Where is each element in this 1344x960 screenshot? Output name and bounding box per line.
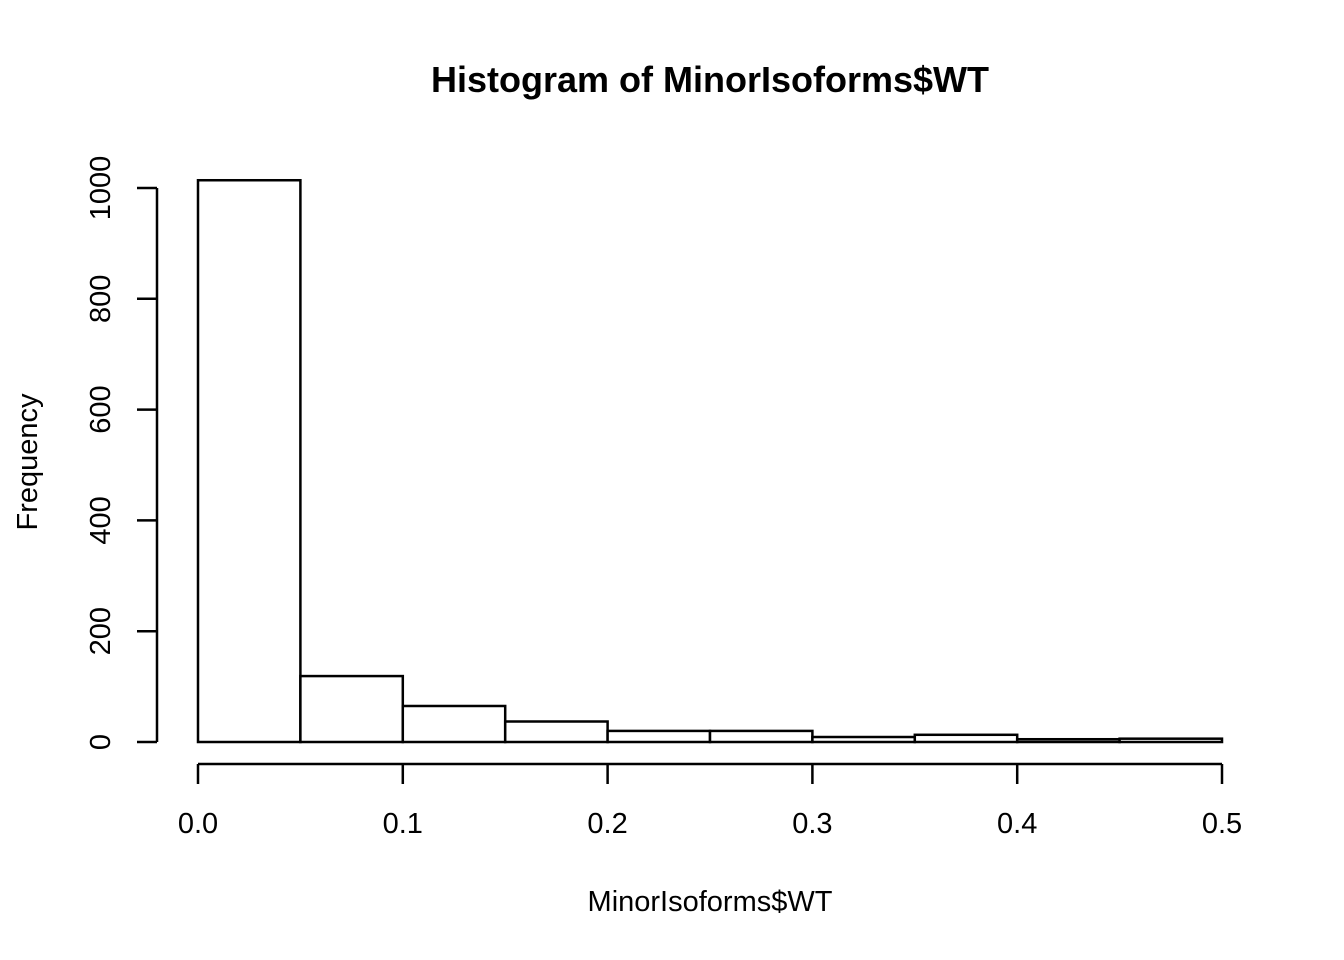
histogram-bar <box>811 735 917 744</box>
y-tick-label: 0 <box>85 734 117 750</box>
x-tick-label: 0.3 <box>792 808 832 840</box>
x-axis-label: MinorIsoforms$WT <box>588 886 833 918</box>
x-tick-label: 0.0 <box>178 808 218 840</box>
y-axis-label: Frequency <box>12 393 44 531</box>
y-tick-label: 200 <box>85 607 117 655</box>
y-tick-label: 400 <box>85 496 117 544</box>
x-tick-label: 0.4 <box>997 808 1037 840</box>
histogram-bar <box>299 674 405 744</box>
y-axis: 0 200 400 600 800 1000 <box>85 156 159 750</box>
x-tick-label: 0.1 <box>383 808 423 840</box>
histogram-bar <box>708 729 814 744</box>
histogram-bars <box>196 178 1224 744</box>
histogram-bar <box>503 720 609 744</box>
histogram-bar <box>606 729 712 744</box>
histogram-bar <box>196 178 302 744</box>
x-tick-label: 0.5 <box>1202 808 1242 840</box>
y-tick-label: 600 <box>85 385 117 433</box>
histogram-bar <box>1015 737 1121 744</box>
y-tick-label: 800 <box>85 275 117 323</box>
histogram-bar <box>913 733 1019 744</box>
chart-title: Histogram of MinorIsoforms$WT <box>431 59 989 100</box>
histogram-bar <box>1118 737 1224 744</box>
x-tick-label: 0.2 <box>587 808 627 840</box>
histogram-bar <box>401 704 507 744</box>
x-axis: 0.0 0.1 0.2 0.3 0.4 0.5 <box>178 762 1242 840</box>
y-tick-label: 1000 <box>85 156 117 221</box>
